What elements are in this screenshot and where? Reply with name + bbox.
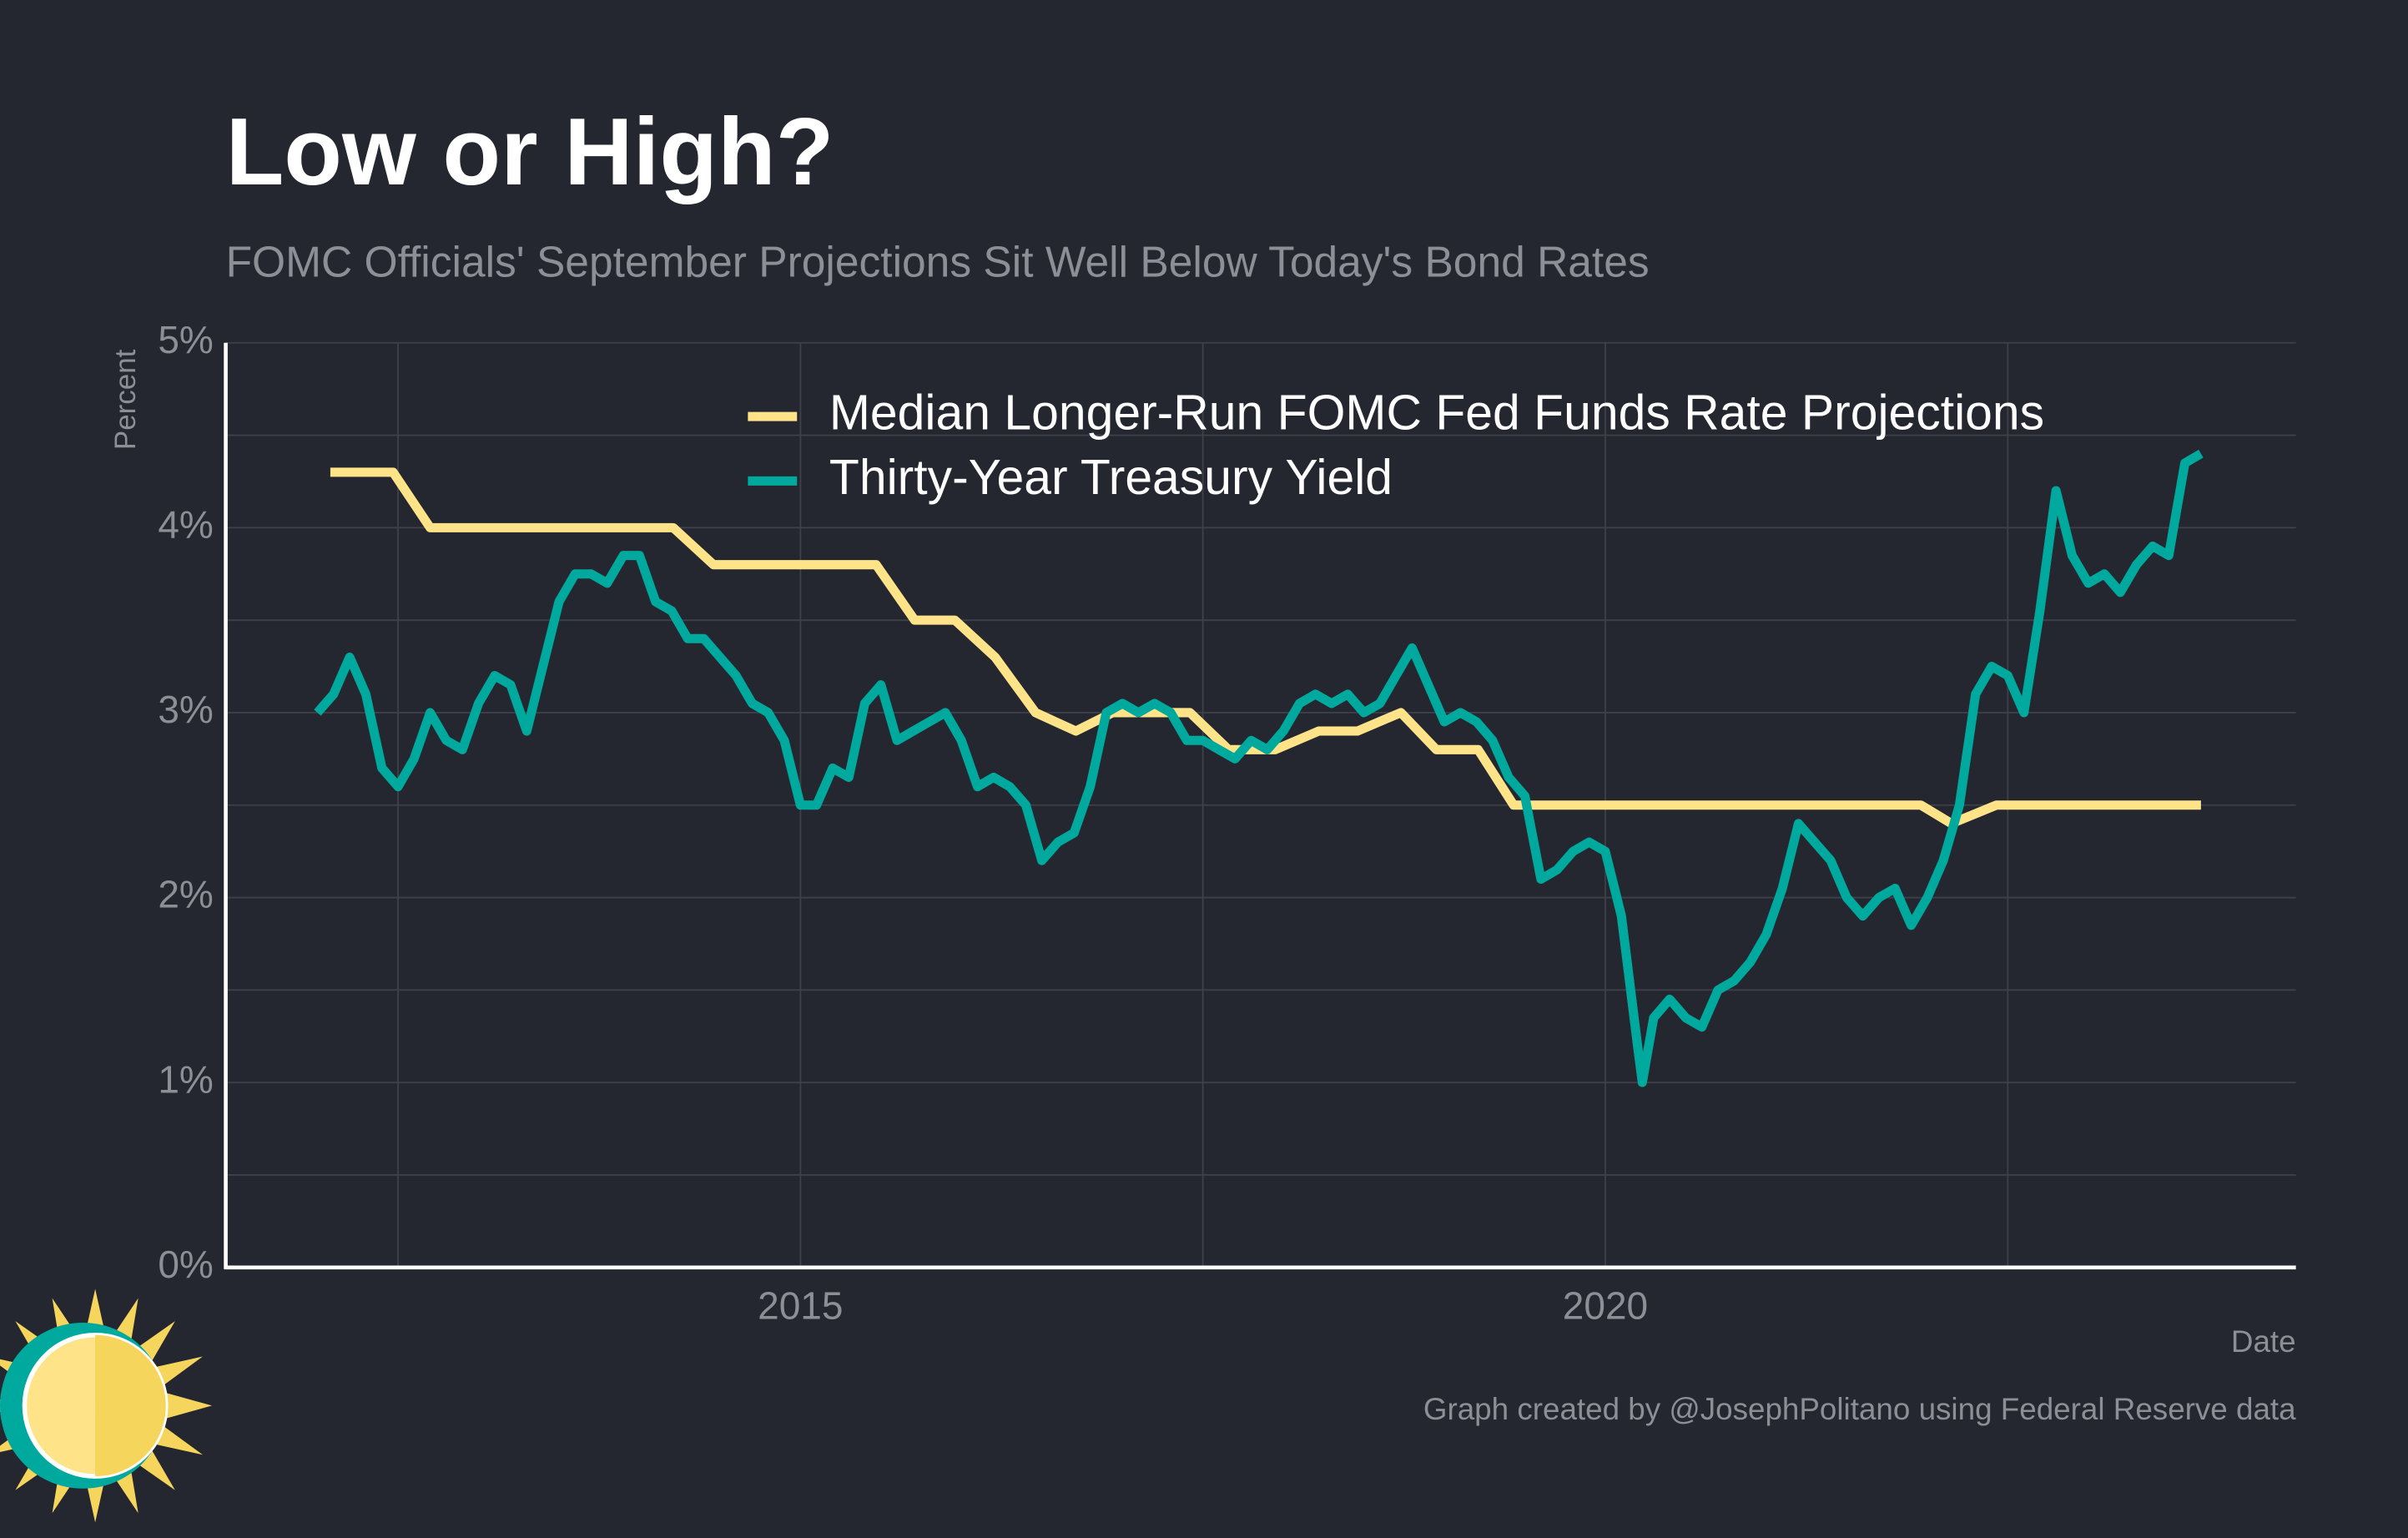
y-tick-label: 0% — [158, 1243, 213, 1286]
x-tick-label: 2015 — [758, 1284, 843, 1328]
x-axis-label: Date — [2231, 1324, 2296, 1359]
x-tick-label: 2020 — [1563, 1284, 1648, 1328]
series-line — [330, 467, 2201, 829]
logo-shade — [92, 1334, 166, 1477]
y-tick-label: 3% — [158, 688, 213, 731]
chart-title: Low or High? — [226, 99, 834, 205]
caption: Graph created by @JosephPolitano using F… — [1423, 1392, 2296, 1426]
y-tick-label: 1% — [158, 1057, 213, 1101]
y-tick-label: 4% — [158, 503, 213, 547]
legend-label: Thirty-Year Treasury Yield — [829, 451, 1393, 505]
logo — [0, 1288, 212, 1523]
legend-label: Median Longer-Run FOMC Fed Funds Rate Pr… — [829, 386, 2044, 441]
y-axis-label: Percent — [109, 349, 142, 450]
y-tick-label: 5% — [158, 318, 213, 361]
plot-area: 0% 1% 2% 3% 4% 5% 2015 2020 Median Longer-Run FO… — [158, 318, 2296, 1328]
series-line — [314, 449, 2204, 1087]
y-tick-label: 2% — [158, 873, 213, 916]
chart-subtitle: FOMC Officials' September Projections Si… — [226, 238, 1650, 286]
